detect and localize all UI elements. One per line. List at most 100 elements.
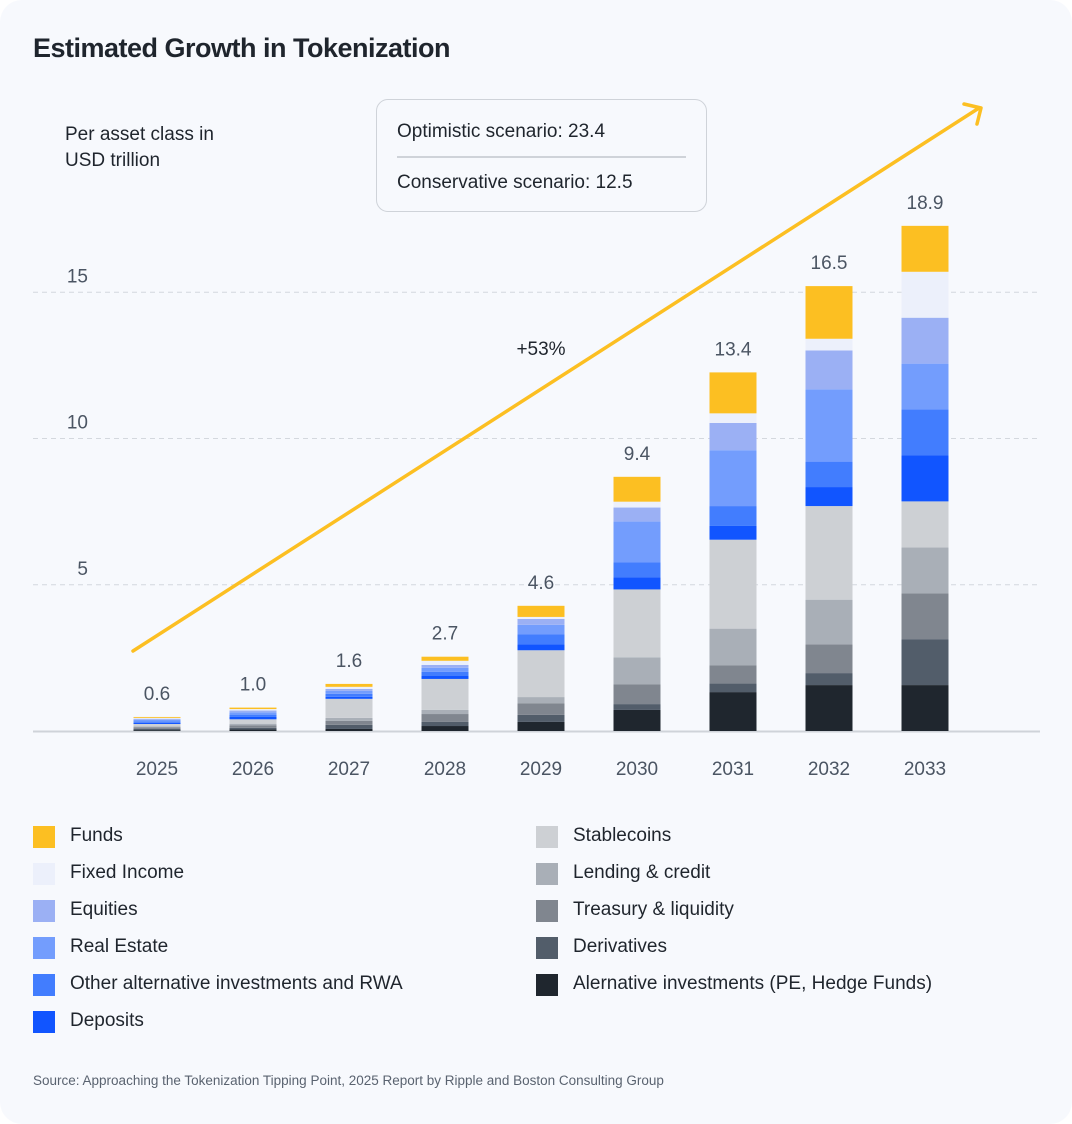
bar-segment — [421, 667, 469, 672]
bar-segment — [805, 685, 853, 731]
legend-swatch — [33, 937, 55, 959]
bar-segment — [133, 726, 181, 728]
bar-segment — [517, 714, 565, 722]
bar-segment — [421, 656, 469, 661]
trend-arrow-line — [131, 106, 981, 653]
total-label: 9.4 — [624, 444, 651, 465]
bar-segment — [805, 644, 853, 674]
gridlines: 5 10 15 — [33, 266, 1040, 733]
bar-segment — [229, 710, 277, 713]
bar-segment — [421, 721, 469, 727]
bar-segment — [901, 271, 949, 318]
legend-label: Treasury & liquidity — [573, 899, 734, 920]
bar-stack-2031 — [709, 372, 757, 731]
x-tick-label: 2033 — [904, 759, 946, 780]
bar-segment — [901, 639, 949, 686]
unit-label-line2: USD trillion — [65, 150, 161, 171]
legend-label: Other alternative investments and RWA — [70, 973, 403, 994]
legend-label: Real Estate — [70, 936, 169, 957]
bar-segment — [325, 720, 373, 725]
bar-segment — [901, 547, 949, 594]
y-tick-label: 10 — [67, 413, 88, 434]
source-note: Source: Approaching the Tokenization Tip… — [33, 1073, 664, 1088]
legend-label: Lending & credit — [573, 862, 711, 883]
growth-annotation: +53% — [516, 339, 565, 360]
bar-segment — [325, 690, 373, 694]
legend-swatch — [536, 863, 558, 885]
bar-segment — [325, 717, 373, 721]
bar-segment — [613, 589, 661, 658]
y-tick-label: 15 — [67, 266, 88, 287]
x-tick-label: 2028 — [424, 759, 466, 780]
bar-segment — [517, 624, 565, 635]
legend-swatch — [33, 826, 55, 848]
bar-segment — [133, 723, 181, 727]
bar-segment — [805, 506, 853, 600]
bar-segment — [901, 363, 949, 410]
bar-segment — [133, 722, 181, 724]
bar-segment — [517, 605, 565, 617]
legend-label: Derivatives — [573, 936, 667, 957]
bar-segment — [229, 725, 277, 728]
chart-title: Estimated Growth in Tokenization — [33, 33, 451, 63]
bar-segment — [613, 521, 661, 563]
bar-segment — [421, 726, 469, 731]
bar-segment — [421, 664, 469, 668]
bar-segment — [421, 709, 469, 715]
bar-segment — [421, 660, 469, 665]
legend-swatch — [536, 974, 558, 996]
bar-segment — [901, 409, 949, 456]
bar-segment — [325, 698, 373, 718]
total-label: 18.9 — [907, 193, 944, 214]
legend-label: Equities — [70, 899, 138, 920]
x-tick-label: 2032 — [808, 759, 850, 780]
bar-segment — [709, 506, 757, 526]
bar-segment — [229, 716, 277, 720]
bar-stack-2029 — [517, 605, 565, 731]
bar-segment — [325, 693, 373, 697]
bar-segment — [517, 703, 565, 715]
x-tick-label: 2030 — [616, 759, 658, 780]
bar-segment — [421, 714, 469, 722]
legend-swatch — [33, 1011, 55, 1033]
total-label: 1.6 — [336, 651, 362, 672]
bar-segment — [325, 696, 373, 699]
bar-stack-2033 — [901, 225, 949, 731]
unit-label-line1: Per asset class in — [65, 124, 214, 145]
bar-segment — [709, 683, 757, 693]
bar-segment — [517, 721, 565, 731]
bar-segment — [325, 688, 373, 691]
bar-segment — [709, 692, 757, 731]
bar-segment — [421, 671, 469, 677]
bar-segment — [709, 525, 757, 540]
legend-label: Stablecoins — [573, 825, 672, 846]
bar-segment — [901, 455, 949, 502]
bar-segment — [709, 628, 757, 666]
bar-segment — [613, 501, 661, 508]
total-label: 16.5 — [811, 253, 848, 274]
bar-segment — [133, 721, 181, 723]
x-axis-labels: 2025 2026 2027 2028 2029 2030 2031 2032 2033 — [136, 759, 946, 780]
bar-segment — [133, 728, 181, 731]
legend-swatch — [536, 937, 558, 959]
bar-segment — [805, 487, 853, 507]
conservative-scenario: Conservative scenario: 12.5 — [397, 172, 633, 193]
bar-segment — [709, 450, 757, 507]
bar-segment — [613, 704, 661, 710]
legend-label: Funds — [70, 825, 123, 846]
bar-segment — [901, 317, 949, 364]
bar-segment — [805, 338, 853, 351]
total-labels: 0.6 1.0 1.6 2.7 4.6 9.4 13.4 16.5 18.9 — [144, 193, 944, 705]
bar-segment — [517, 616, 565, 619]
bar-segment — [805, 599, 853, 645]
bar-segment — [229, 719, 277, 724]
bar-segment — [229, 707, 277, 710]
bar-segment — [613, 507, 661, 522]
bar-segment — [229, 714, 277, 717]
bar-segment — [613, 476, 661, 502]
bar-segment — [709, 413, 757, 423]
bar-stack-2030 — [613, 476, 661, 731]
bar-segment — [709, 372, 757, 414]
bar-segment — [901, 225, 949, 272]
